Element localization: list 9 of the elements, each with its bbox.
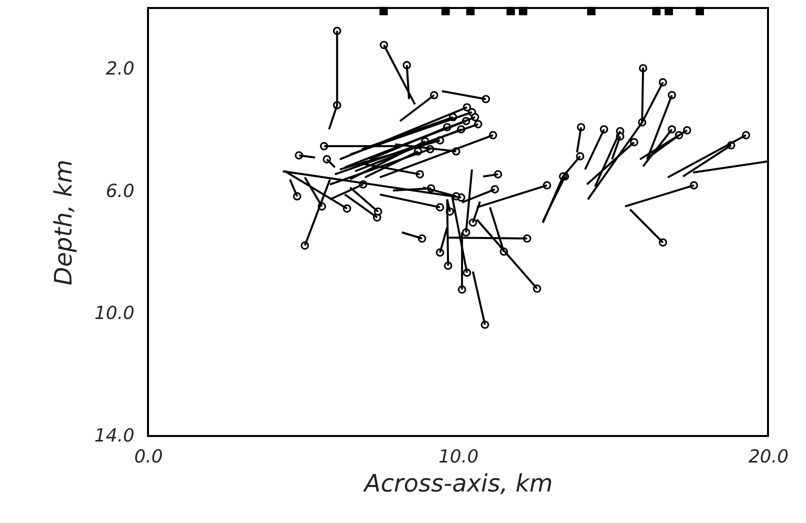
- y-tick-label: 6.0: [106, 180, 134, 202]
- x-axis-title: Across-axis, km: [362, 470, 553, 498]
- x-tick-label: 20.0: [748, 446, 789, 468]
- x-tick-label: 10.0: [438, 446, 479, 468]
- y-tick-label: 14.0: [94, 426, 134, 446]
- y-tick-label: 10.0: [94, 303, 134, 324]
- y-tick-label: 2.0: [106, 58, 134, 80]
- x-tick-label: 0.0: [134, 446, 163, 468]
- y-axis-title: Depth, km: [49, 160, 78, 286]
